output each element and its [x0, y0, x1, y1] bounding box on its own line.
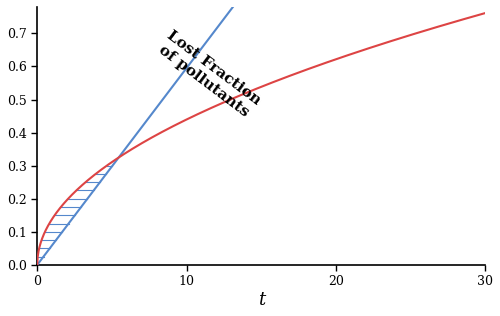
- X-axis label: t: t: [258, 291, 265, 309]
- Text: Lost Fraction
of pollutants: Lost Fraction of pollutants: [154, 28, 264, 121]
